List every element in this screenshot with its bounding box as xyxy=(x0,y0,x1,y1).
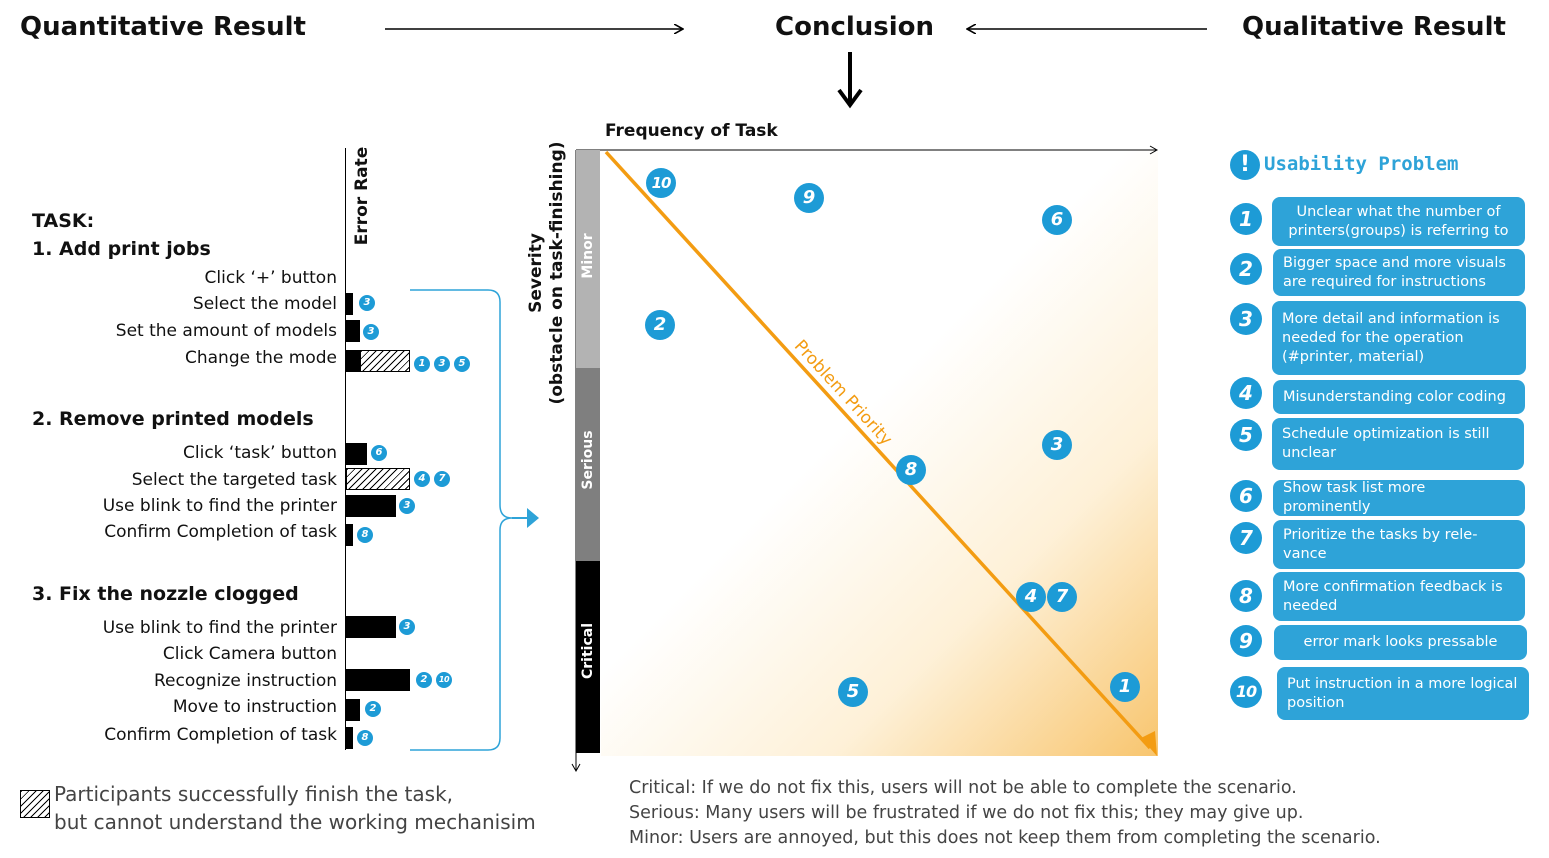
task-section-title: 1. Add print jobs xyxy=(32,238,211,260)
error-bar xyxy=(346,293,353,315)
task-step: Confirm Completion of task xyxy=(104,725,337,745)
hatch-legend-line1: Participants successfully finish the tas… xyxy=(54,782,454,806)
problem-item: Unclear what the number of printers(grou… xyxy=(1272,197,1525,246)
brace-connector xyxy=(410,289,539,751)
task-step: Recognize instruction xyxy=(153,671,337,691)
matrix-point: 7 xyxy=(1047,582,1077,612)
task-step: Set the amount of models xyxy=(115,321,337,341)
minor-definition: Minor: Users are annoyed, but this does … xyxy=(629,828,1381,848)
severity-minor-segment xyxy=(576,150,600,368)
matrix-point: 5 xyxy=(838,677,868,707)
problem-item: More detail and information is needed fo… xyxy=(1272,301,1526,375)
matrix-point: 4 xyxy=(1016,582,1046,612)
hatched-bar xyxy=(360,350,410,372)
problem-marker: 3 xyxy=(399,498,415,514)
serious-definition: Serious: Many users will be frustrated i… xyxy=(629,803,1304,823)
task-step: Select the model xyxy=(192,294,337,314)
problem-marker: 5 xyxy=(454,356,470,372)
problem-item: Show task list more prominently xyxy=(1273,480,1525,516)
header-arrows xyxy=(385,0,1207,109)
task-step: Change the mode xyxy=(184,348,337,368)
frequency-axis-label: Frequency of Task xyxy=(605,121,778,141)
task-step: Confirm Completion of task xyxy=(104,522,337,542)
error-bar xyxy=(346,699,360,721)
problem-item: error mark looks pressable xyxy=(1274,625,1527,660)
problem-marker: 10 xyxy=(436,672,452,688)
problem-item: Bigger space and more visuals are requir… xyxy=(1273,249,1525,296)
error-bar xyxy=(346,727,353,749)
problem-number: 3 xyxy=(1230,303,1262,335)
task-step: Click ‘task’ button xyxy=(183,443,337,463)
qualitative-result-heading: Qualitative Result xyxy=(1242,12,1506,42)
problem-marker: 1 xyxy=(414,356,430,372)
problem-marker: 8 xyxy=(357,527,373,543)
usability-problem-title: Usability Problem xyxy=(1264,153,1459,175)
task-step: Click ‘+’ button xyxy=(204,268,337,288)
error-bar xyxy=(346,443,367,465)
problem-number: 9 xyxy=(1230,625,1262,657)
problem-number: 6 xyxy=(1230,480,1262,512)
task-step: Click Camera button xyxy=(162,644,337,664)
conclusion-heading: Conclusion xyxy=(775,12,935,42)
problem-marker: 2 xyxy=(416,672,432,688)
critical-definition: Critical: If we do not fix this, users w… xyxy=(629,778,1297,798)
alert-icon: ! xyxy=(1230,150,1260,180)
task-step: Move to instruction xyxy=(172,697,337,717)
hatch-legend-swatch xyxy=(20,790,50,818)
quantitative-result-heading: Quantitative Result xyxy=(20,12,306,42)
problem-number: 10 xyxy=(1230,676,1262,708)
severity-serious-segment xyxy=(576,368,600,561)
problem-number: 5 xyxy=(1230,419,1262,451)
task-step: Use blink to find the printer xyxy=(102,496,337,516)
error-bar xyxy=(346,616,396,638)
severity-critical-segment xyxy=(576,561,600,753)
problem-marker: 2 xyxy=(365,701,381,717)
problem-marker: 3 xyxy=(399,619,415,635)
error-bar xyxy=(346,320,360,342)
problem-item: Prioritize the tasks by rele- vance xyxy=(1273,520,1525,569)
error-bar xyxy=(346,524,353,546)
problem-item: Misunderstanding color coding xyxy=(1273,380,1525,414)
error-rate-axis xyxy=(345,148,346,750)
error-bar xyxy=(346,669,410,691)
task-section-title: 3. Fix the nozzle clogged xyxy=(32,583,299,605)
problem-marker: 7 xyxy=(434,471,450,487)
problem-item: More confirmation feedback is needed xyxy=(1273,572,1525,621)
error-bar xyxy=(346,350,360,372)
task-step: Select the targeted task xyxy=(131,470,337,490)
hatch-legend-line2: but cannot understand the working mechan… xyxy=(54,810,536,834)
problem-number: 2 xyxy=(1230,253,1262,285)
matrix-point: 9 xyxy=(794,183,824,213)
problem-number: 7 xyxy=(1230,522,1262,554)
task-section-title: 2. Remove printed models xyxy=(32,408,314,430)
problem-number: 4 xyxy=(1230,377,1262,409)
problem-marker: 8 xyxy=(357,730,373,746)
problem-item: Put instruction in a more logical positi… xyxy=(1277,667,1529,720)
matrix-point: 3 xyxy=(1042,430,1072,460)
matrix-point: 2 xyxy=(645,310,675,340)
task-heading: TASK: xyxy=(32,210,95,232)
problem-marker: 3 xyxy=(359,295,375,311)
problem-marker: 3 xyxy=(363,324,379,340)
problem-marker: 4 xyxy=(414,471,430,487)
matrix-point: 1 xyxy=(1110,672,1140,702)
matrix-point: 8 xyxy=(896,455,926,485)
matrix-point: 6 xyxy=(1042,205,1072,235)
problem-number: 8 xyxy=(1230,580,1262,612)
matrix-point: 10 xyxy=(646,168,676,198)
problem-number: 1 xyxy=(1230,203,1262,235)
hatched-bar xyxy=(346,468,410,490)
problem-marker: 6 xyxy=(371,445,387,461)
task-step: Use blink to find the printer xyxy=(102,618,337,638)
problem-marker: 3 xyxy=(434,356,450,372)
problem-item: Schedule optimization is still unclear xyxy=(1272,418,1524,470)
error-bar xyxy=(346,495,396,517)
